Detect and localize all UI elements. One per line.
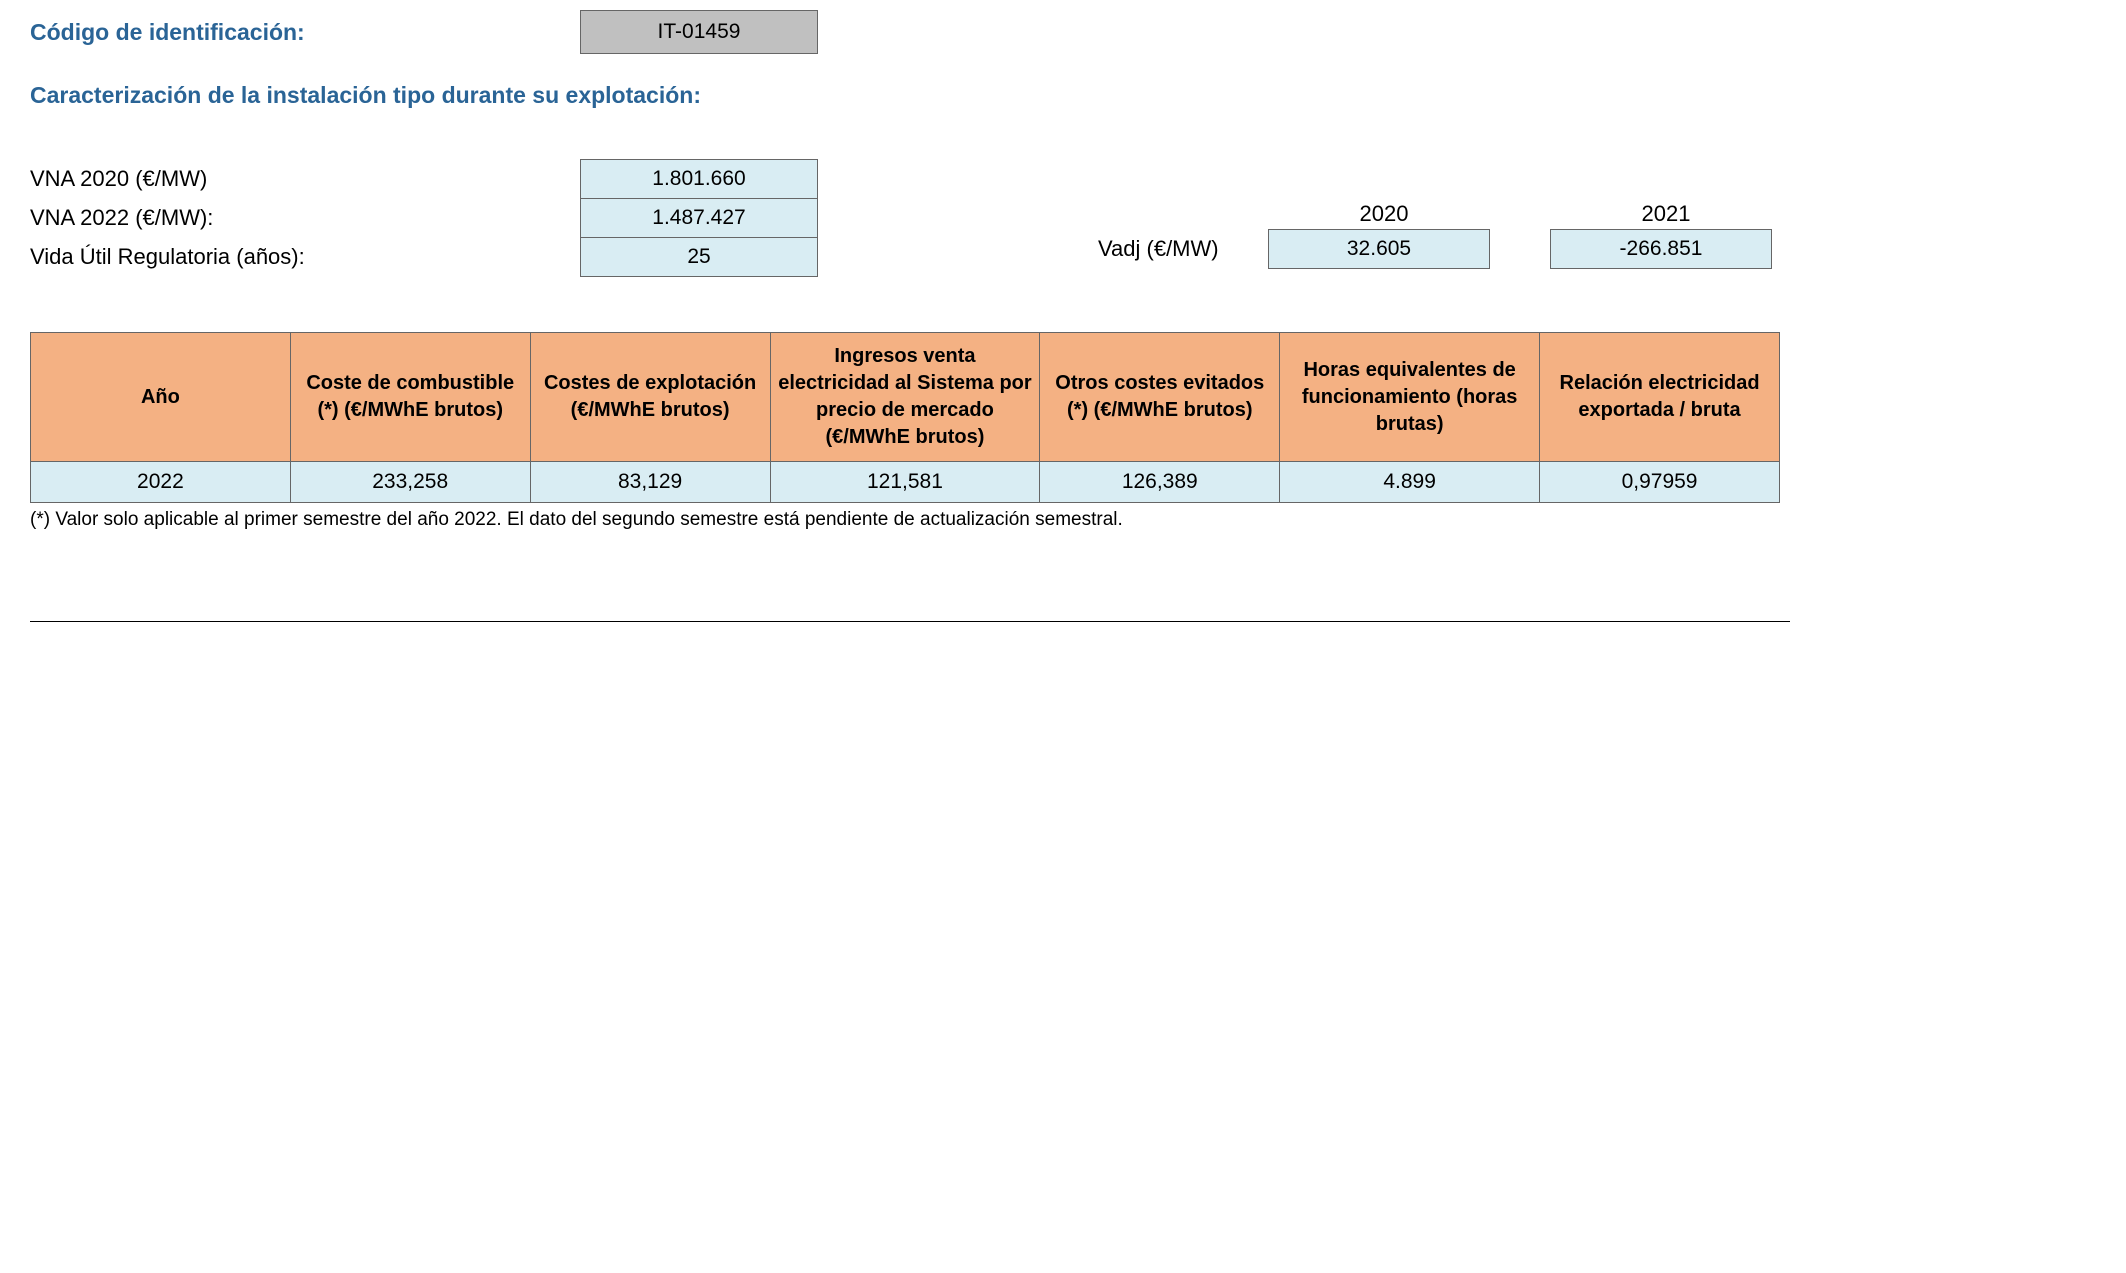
code-header-row: Código de identificación: IT-01459	[30, 10, 2096, 54]
code-value-box: IT-01459	[580, 10, 818, 54]
footnote: (*) Valor solo aplicable al primer semes…	[30, 509, 2096, 531]
cell-combustible: 233,258	[290, 462, 530, 503]
th-relacion: Relación electricidad exportada / bruta	[1540, 333, 1780, 462]
th-horas: Horas equivalentes de funcionamiento (ho…	[1280, 333, 1540, 462]
th-explotacion: Costes de explotación (€/MWhE brutos)	[530, 333, 770, 462]
cell-relacion: 0,97959	[1540, 462, 1780, 503]
vida-value: 25	[580, 237, 818, 277]
param-row-vna2020: VNA 2020 (€/MW) 1.801.660	[30, 159, 818, 199]
vna2020-label: VNA 2020 (€/MW)	[30, 161, 580, 197]
cell-ingresos: 121,581	[770, 462, 1040, 503]
th-ano: Año	[31, 333, 291, 462]
vna2022-label: VNA 2022 (€/MW):	[30, 200, 580, 236]
vadj-year1-label: 2020	[1273, 201, 1495, 227]
params-left: VNA 2020 (€/MW) 1.801.660 VNA 2022 (€/MW…	[30, 159, 818, 277]
vna2020-value: 1.801.660	[580, 159, 818, 199]
vadj-year-headers: 2020 2021	[1273, 201, 1777, 227]
vna2022-value: 1.487.427	[580, 198, 818, 238]
param-row-vida: Vida Útil Regulatoria (años): 25	[30, 237, 818, 277]
cell-otros: 126,389	[1040, 462, 1280, 503]
vadj-year1-value: 32.605	[1268, 229, 1490, 269]
params-block: VNA 2020 (€/MW) 1.801.660 VNA 2022 (€/MW…	[30, 159, 2096, 277]
vida-label: Vida Útil Regulatoria (años):	[30, 239, 580, 275]
th-ingresos: Ingresos venta electricidad al Sistema p…	[770, 333, 1040, 462]
vadj-year2-value: -266.851	[1550, 229, 1772, 269]
code-label: Código de identificación:	[30, 19, 580, 46]
vadj-row: Vadj (€/MW) 32.605 -266.851	[1098, 229, 1777, 269]
th-otros: Otros costes evitados (*) (€/MWhE brutos…	[1040, 333, 1280, 462]
table-row: 2022 233,258 83,129 121,581 126,389 4.89…	[31, 462, 1780, 503]
main-table: Año Coste de combustible (*) (€/MWhE bru…	[30, 332, 1780, 503]
cell-ano: 2022	[31, 462, 291, 503]
section-title: Caracterización de la instalación tipo d…	[30, 82, 2096, 109]
cell-explotacion: 83,129	[530, 462, 770, 503]
vadj-year2-label: 2021	[1555, 201, 1777, 227]
th-combustible: Coste de combustible (*) (€/MWhE brutos)	[290, 333, 530, 462]
cell-horas: 4.899	[1280, 462, 1540, 503]
vadj-block: 2020 2021 Vadj (€/MW) 32.605 -266.851	[1098, 201, 1777, 277]
vadj-label: Vadj (€/MW)	[1098, 236, 1268, 262]
param-row-vna2022: VNA 2022 (€/MW): 1.487.427	[30, 198, 818, 238]
divider-rule	[30, 621, 1790, 622]
table-header-row: Año Coste de combustible (*) (€/MWhE bru…	[31, 333, 1780, 462]
